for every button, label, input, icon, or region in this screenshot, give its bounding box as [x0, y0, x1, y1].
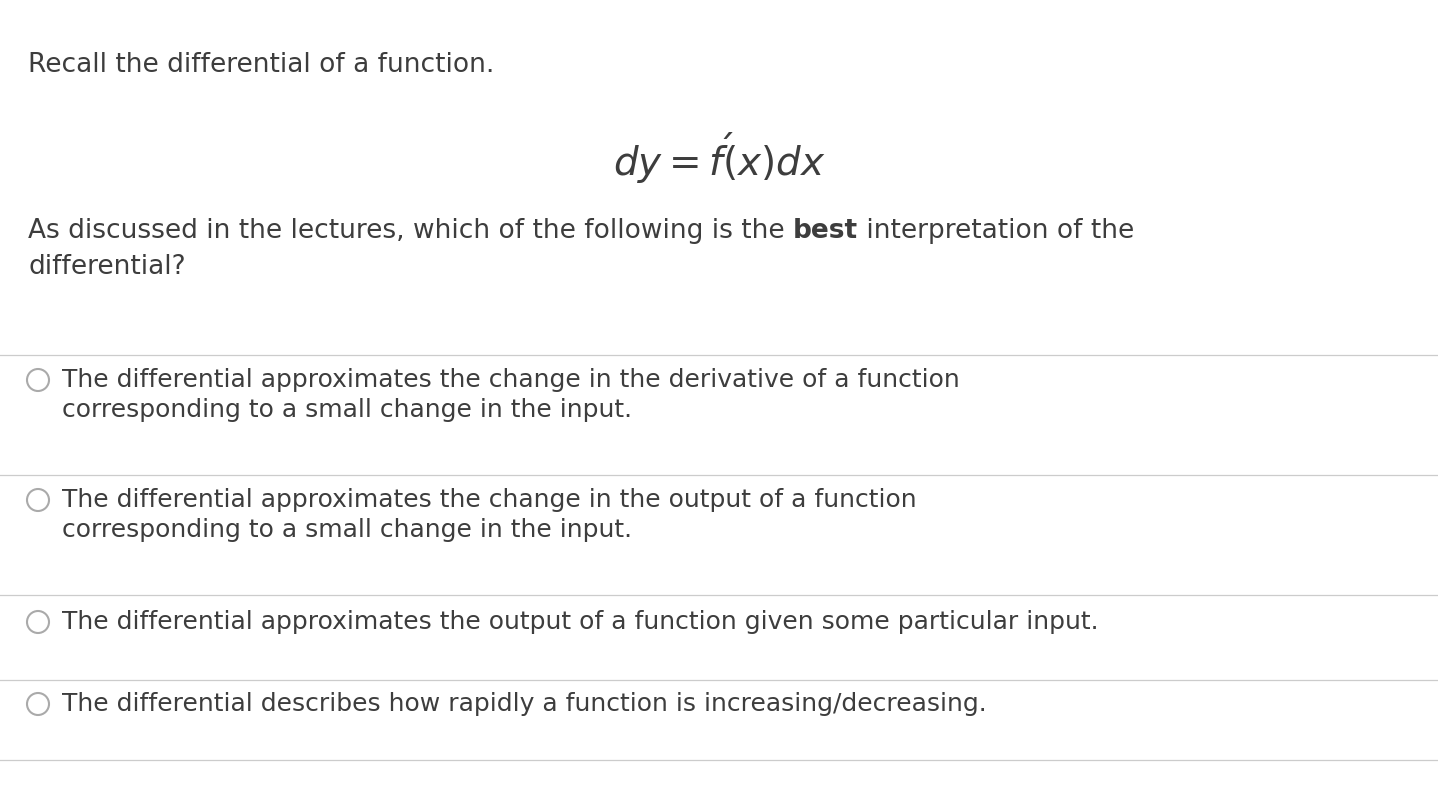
Text: corresponding to a small change in the input.: corresponding to a small change in the i… [62, 518, 633, 542]
Text: The differential describes how rapidly a function is increasing/decreasing.: The differential describes how rapidly a… [62, 692, 986, 716]
Text: $\mathit{dy} = \mathit{f\'(x)dx}$: $\mathit{dy} = \mathit{f\'(x)dx}$ [613, 130, 825, 185]
Text: interpretation of the: interpretation of the [858, 218, 1135, 244]
Text: As discussed in the lectures, which of the following is the: As discussed in the lectures, which of t… [27, 218, 792, 244]
Text: corresponding to a small change in the input.: corresponding to a small change in the i… [62, 398, 633, 422]
Text: The differential approximates the change in the derivative of a function: The differential approximates the change… [62, 368, 959, 392]
Text: differential?: differential? [27, 254, 186, 280]
Text: The differential approximates the change in the output of a function: The differential approximates the change… [62, 488, 916, 512]
Text: best: best [792, 218, 858, 244]
Text: The differential approximates the output of a function given some particular inp: The differential approximates the output… [62, 610, 1099, 634]
Text: Recall the differential of a function.: Recall the differential of a function. [27, 52, 495, 78]
